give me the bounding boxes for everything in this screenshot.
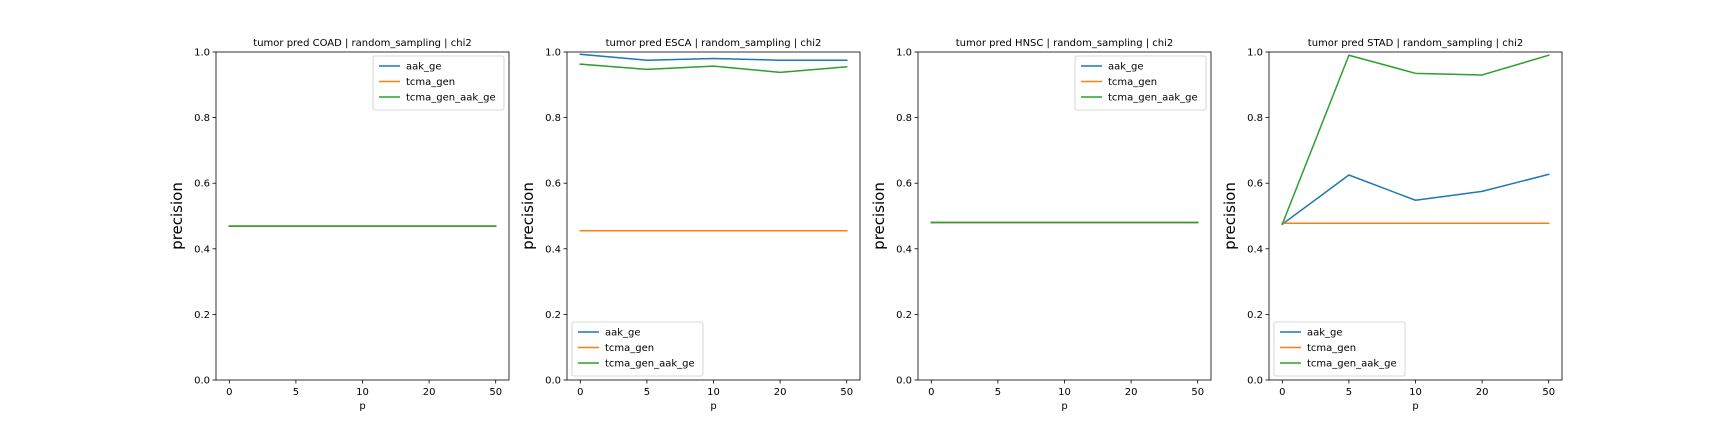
y-tick-label: 0.4 — [896, 244, 912, 255]
y-tick-label: 0.8 — [545, 113, 561, 124]
legend-label-tcma_gen: tcma_gen — [1108, 77, 1157, 88]
x-tick-label: 10 — [356, 387, 369, 398]
x-tick-label: 5 — [293, 387, 299, 398]
x-tick-label: 5 — [644, 387, 650, 398]
chart-title: tumor pred STAD | random_sampling | chi2 — [1308, 38, 1523, 49]
x-tick-label: 5 — [995, 387, 1001, 398]
y-tick-label: 0.0 — [194, 376, 210, 387]
x-tick-label: 0 — [577, 387, 583, 398]
legend-label-aak_ge: aak_ge — [605, 328, 641, 339]
x-tick-label: 0 — [226, 387, 232, 398]
legend-label-tcma_gen_aak_ge: tcma_gen_aak_ge — [605, 359, 695, 370]
x-tick-label: 0 — [1279, 387, 1285, 398]
series-line-tcma_gen_aak_ge — [1281, 54, 1550, 226]
y-tick-label: 0.6 — [896, 179, 912, 190]
legend-box — [372, 55, 505, 111]
legend-label-tcma_gen_aak_ge: tcma_gen_aak_ge — [1108, 93, 1198, 104]
y-tick-label: 0.6 — [194, 179, 210, 190]
legend-label-tcma_gen: tcma_gen — [406, 77, 455, 88]
x-axis-label: p — [359, 401, 365, 412]
y-tick-label: 0.2 — [896, 310, 912, 321]
x-tick-label: 20 — [774, 387, 787, 398]
x-tick-label: 50 — [1191, 387, 1204, 398]
legend-label-tcma_gen: tcma_gen — [1307, 343, 1356, 354]
x-tick-label: 10 — [1409, 387, 1422, 398]
y-tick-label: 1.0 — [896, 48, 912, 59]
legend-label-aak_ge: aak_ge — [406, 62, 442, 73]
chart-title: tumor pred ESCA | random_sampling | chi2 — [606, 38, 822, 49]
y-tick-label: 0.4 — [545, 244, 561, 255]
y-tick-label: 0.6 — [1247, 179, 1263, 190]
y-axis-label: precision — [519, 182, 537, 250]
x-tick-label: 50 — [1542, 387, 1555, 398]
y-tick-label: 1.0 — [194, 48, 210, 59]
x-tick-label: 20 — [1476, 387, 1489, 398]
y-tick-label: 0.2 — [194, 310, 210, 321]
legend-label-aak_ge: aak_ge — [1307, 328, 1343, 339]
y-tick-label: 1.0 — [545, 48, 561, 59]
y-tick-label: 0.0 — [1247, 376, 1263, 387]
legend-label-aak_ge: aak_ge — [1108, 62, 1144, 73]
x-tick-label: 10 — [1058, 387, 1071, 398]
x-tick-label: 5 — [1346, 387, 1352, 398]
legend-label-tcma_gen_aak_ge: tcma_gen_aak_ge — [406, 93, 496, 104]
legend-box — [1273, 321, 1406, 377]
series-line-aak_ge — [579, 53, 848, 61]
y-axis-label: precision — [870, 182, 888, 250]
x-tick-label: 50 — [489, 387, 502, 398]
y-tick-label: 0.6 — [545, 179, 561, 190]
x-tick-label: 10 — [707, 387, 720, 398]
x-tick-label: 0 — [928, 387, 934, 398]
legend-box — [1074, 55, 1207, 111]
legend-label-tcma_gen: tcma_gen — [605, 343, 654, 354]
y-tick-label: 0.0 — [896, 376, 912, 387]
chart-title: tumor pred COAD | random_sampling | chi2 — [253, 38, 471, 49]
series-line-aak_ge — [1281, 173, 1550, 226]
x-axis-label: p — [1061, 401, 1067, 412]
x-tick-label: 20 — [1125, 387, 1138, 398]
x-tick-label: 20 — [423, 387, 436, 398]
legend-box — [571, 321, 704, 377]
y-tick-label: 0.4 — [1247, 244, 1263, 255]
y-tick-label: 0.2 — [1247, 310, 1263, 321]
x-tick-label: 50 — [840, 387, 853, 398]
legend-label-tcma_gen_aak_ge: tcma_gen_aak_ge — [1307, 359, 1397, 370]
y-tick-label: 0.8 — [896, 113, 912, 124]
y-axis-label: precision — [168, 182, 186, 250]
y-tick-label: 0.8 — [194, 113, 210, 124]
x-axis-label: p — [1412, 401, 1418, 412]
chart-title: tumor pred HNSC | random_sampling | chi2 — [956, 38, 1174, 49]
y-tick-label: 1.0 — [1247, 48, 1263, 59]
x-axis-label: p — [710, 401, 716, 412]
y-tick-label: 0.4 — [194, 244, 210, 255]
y-tick-label: 0.8 — [1247, 113, 1263, 124]
y-tick-label: 0.2 — [545, 310, 561, 321]
y-axis-label: precision — [1221, 182, 1239, 250]
y-tick-label: 0.0 — [545, 376, 561, 387]
series-line-tcma_gen_aak_ge — [579, 63, 848, 74]
